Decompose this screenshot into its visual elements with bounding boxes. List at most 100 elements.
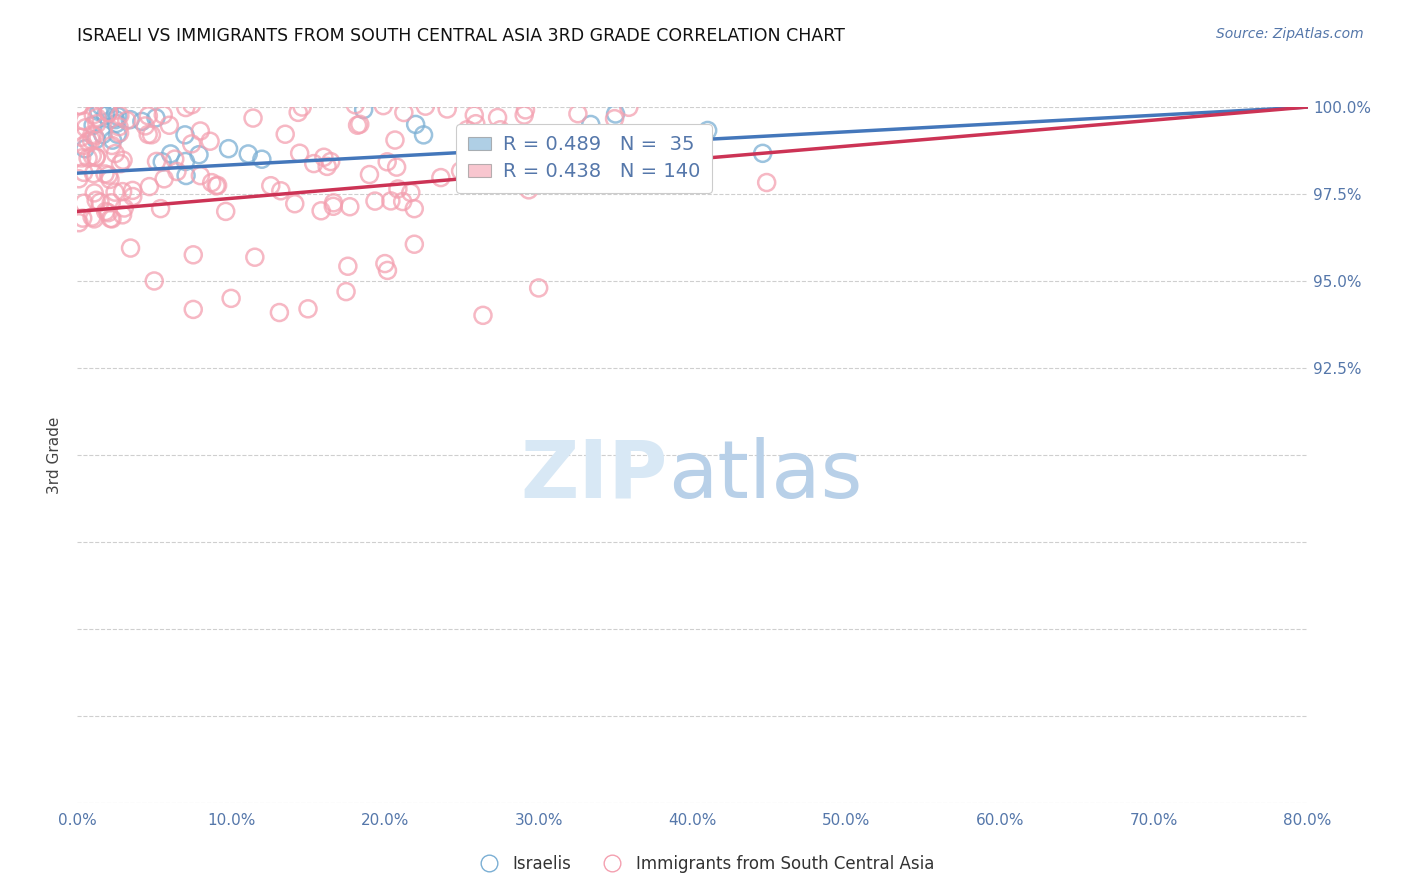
Point [404,202,426,216]
Point [537,137,560,152]
Point [97,205,120,219]
Point [100,211,122,226]
Point [696,123,718,137]
Point [346,118,368,132]
Point [344,98,367,112]
Point [80,210,103,224]
Point [94,204,117,219]
Point [75,120,97,135]
Point [145,154,167,169]
Point [319,154,342,169]
Point [284,196,307,211]
Point [70,130,93,145]
Point [163,152,186,166]
Point [198,134,221,148]
Point [579,173,602,187]
Point [384,133,406,147]
Point [617,100,640,114]
Point [86,117,108,131]
Point [70,151,93,165]
Point [387,182,409,196]
Point [84,194,107,208]
Point [108,120,131,134]
Point [89,195,111,210]
Text: atlas: atlas [668,437,862,515]
Point [86,111,108,125]
Point [297,301,319,316]
Point [67,216,90,230]
Point [101,138,124,153]
Point [181,302,204,317]
Point [121,189,143,203]
Point [364,194,387,208]
Point [82,118,104,132]
Point [579,118,602,132]
Point [339,200,361,214]
Point [73,142,96,156]
Point [486,111,509,125]
Point [108,108,131,122]
Point [149,202,172,216]
Point [190,169,212,183]
Point [270,184,292,198]
Point [120,112,142,127]
Point [73,114,96,128]
Point [121,183,143,197]
Point [80,133,103,147]
Point [80,128,103,142]
Point [150,154,173,169]
Point [450,164,472,178]
Point [91,128,114,142]
Point [83,128,105,143]
Point [335,285,357,299]
Point [260,178,283,193]
Point [180,136,202,151]
Point [112,201,135,215]
Point [77,135,100,149]
Point [166,164,188,178]
Point [73,165,96,179]
Point [174,101,197,115]
Point [157,118,180,132]
Legend: Israelis, Immigrants from South Central Asia: Israelis, Immigrants from South Central … [465,848,941,880]
Point [377,263,399,277]
Point [134,119,156,133]
Point [463,108,485,122]
Point [385,160,408,174]
Point [94,167,117,181]
Point [153,171,176,186]
Point [520,144,543,158]
Point [111,208,134,222]
Point [97,105,120,120]
Point [380,194,402,208]
Point [527,281,550,295]
Point [84,151,107,165]
Point [312,150,335,164]
Point [83,186,105,200]
Point [412,128,434,142]
Point [101,133,124,147]
Point [138,109,160,123]
Point [472,309,495,323]
Point [97,168,120,182]
Point [83,211,105,226]
Point [250,152,273,166]
Point [67,171,90,186]
Text: Source: ZipAtlas.com: Source: ZipAtlas.com [1216,27,1364,41]
Point [108,126,131,140]
Point [513,108,536,122]
Point [143,274,166,288]
Point [181,248,204,262]
Point [138,179,160,194]
Point [82,108,104,122]
Point [375,154,398,169]
Point [94,108,117,122]
Point [145,111,167,125]
Point [136,128,159,142]
Point [349,117,371,131]
Legend: R = 0.489   N =  35, R = 0.438   N = 140: R = 0.489 N = 35, R = 0.438 N = 140 [456,124,711,193]
Text: ZIP: ZIP [520,437,668,515]
Point [73,196,96,211]
Point [751,146,773,161]
Point [104,185,127,199]
